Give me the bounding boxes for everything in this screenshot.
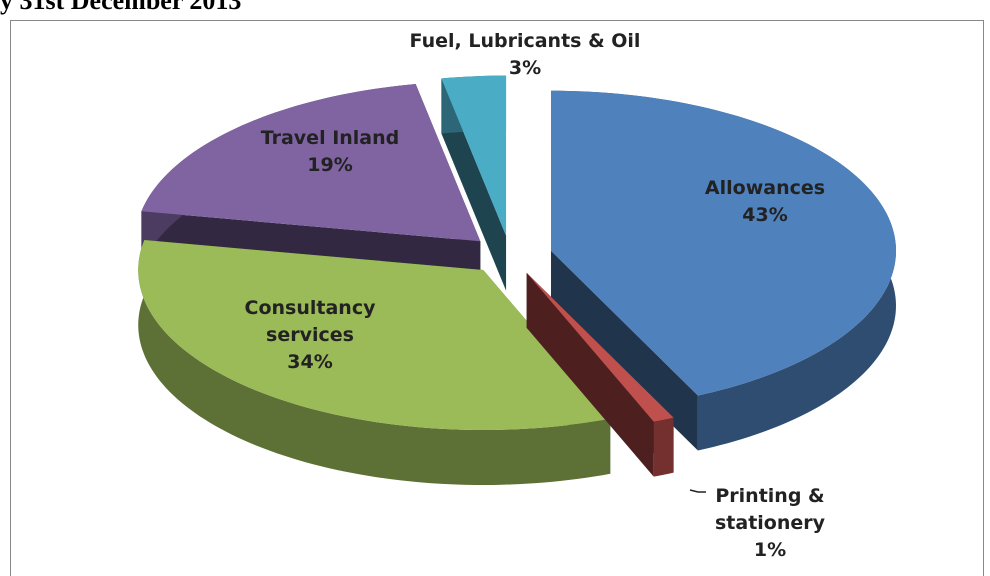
slice-side	[550, 250, 698, 451]
value-label: 3%	[508, 57, 542, 79]
value-label: 1%	[753, 539, 787, 561]
slice-top	[441, 75, 507, 236]
category-label: Printing & stationery	[714, 485, 826, 534]
data-label: Printing & stationery 1%	[685, 483, 855, 564]
slice-top	[550, 90, 896, 396]
data-label: Fuel, Lubricants & Oil 3%	[405, 28, 645, 82]
category-label: Fuel, Lubricants & Oil	[409, 30, 641, 52]
slice-wall	[138, 240, 611, 486]
slice	[550, 90, 896, 451]
chart-title: y 31st December 2013	[0, 0, 242, 15]
category-label: Allowances	[704, 177, 826, 199]
slice-side	[526, 272, 654, 477]
slice-top	[526, 272, 674, 422]
slice	[526, 272, 674, 477]
data-label: Travel Inland 19%	[230, 125, 430, 179]
slice-wall	[653, 417, 674, 477]
leader-line	[689, 489, 706, 493]
value-label: 34%	[287, 351, 333, 373]
value-label: 43%	[742, 204, 788, 226]
data-label: Allowances 43%	[665, 175, 865, 229]
chart-frame	[10, 20, 984, 576]
slice	[441, 75, 507, 291]
value-label: 19%	[307, 154, 353, 176]
slice-top	[141, 84, 481, 242]
slice	[138, 240, 611, 486]
category-label: Travel Inland	[260, 127, 400, 149]
data-label: Consultancy services 34%	[210, 295, 410, 376]
slice-top	[138, 240, 611, 431]
category-label: Consultancy services	[244, 297, 376, 346]
